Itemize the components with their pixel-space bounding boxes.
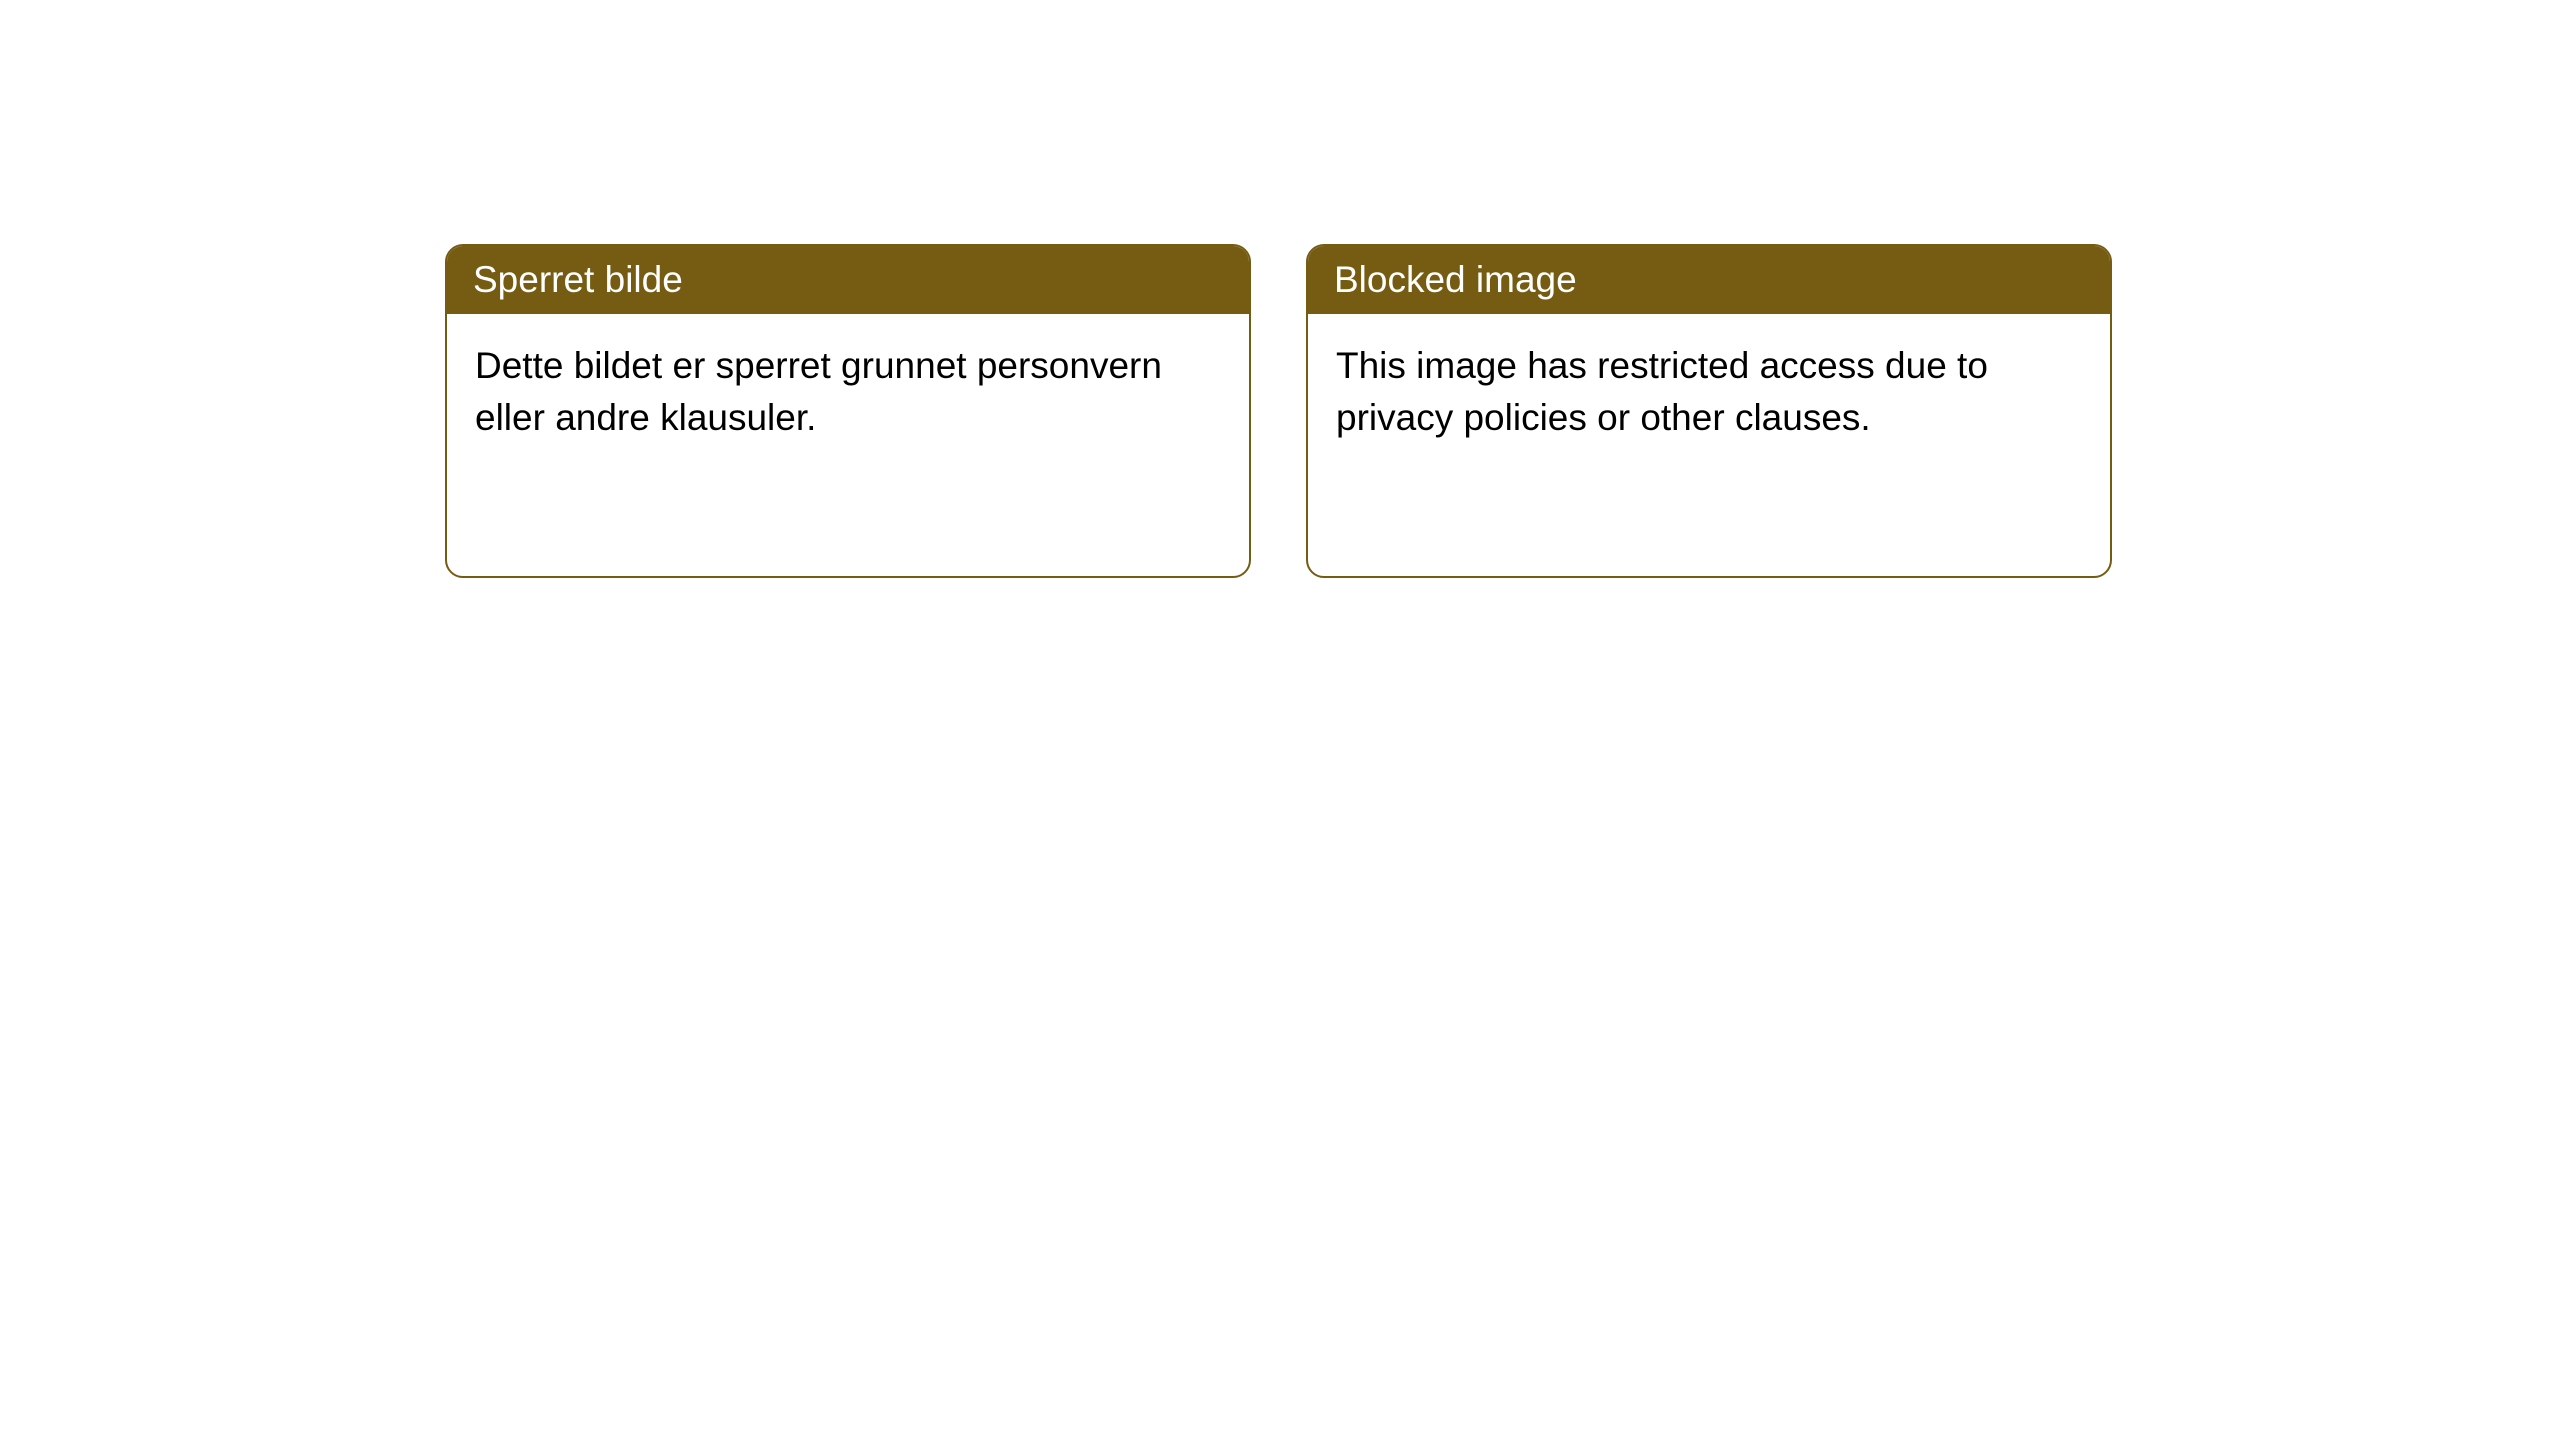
notice-body: This image has restricted access due to … [1308,314,2110,470]
notice-body: Dette bildet er sperret grunnet personve… [447,314,1249,470]
notice-card-norwegian: Sperret bilde Dette bildet er sperret gr… [445,244,1251,578]
notice-container: Sperret bilde Dette bildet er sperret gr… [445,244,2112,578]
notice-header: Sperret bilde [447,246,1249,314]
notice-card-english: Blocked image This image has restricted … [1306,244,2112,578]
notice-header: Blocked image [1308,246,2110,314]
